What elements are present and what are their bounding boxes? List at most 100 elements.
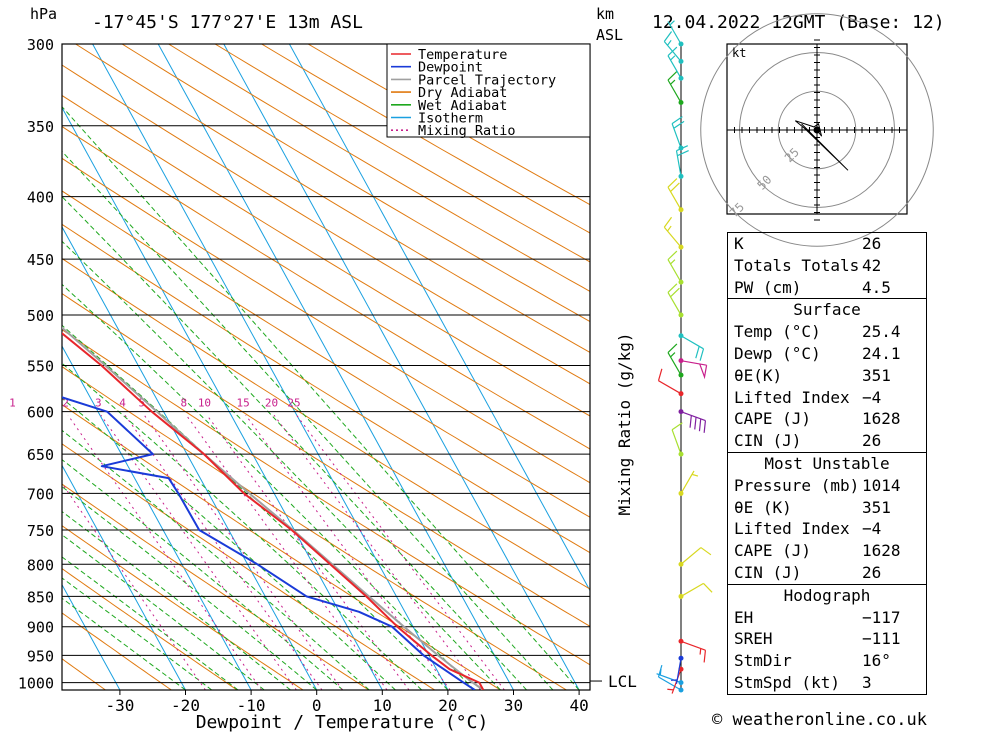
dry-adiabat-line bbox=[62, 443, 436, 690]
wind-barb bbox=[670, 658, 682, 684]
copyright-footer: © weatheronline.co.uk bbox=[712, 710, 927, 730]
wind-level-dot bbox=[678, 312, 684, 318]
stat-label: Pressure (mb) bbox=[734, 475, 860, 495]
mixing-ratio-label: 20 bbox=[265, 397, 278, 410]
x-axis-label: Dewpoint / Temperature (°C) bbox=[196, 712, 489, 733]
dewpoint-line bbox=[62, 396, 476, 690]
dry-adiabat-line bbox=[62, 329, 590, 666]
wind-level-dot bbox=[678, 593, 684, 599]
stats-panel: K 26 Totals Totals 42 PW (cm) 4.5 Surface T… bbox=[727, 232, 927, 695]
wind-level-dot bbox=[678, 655, 684, 661]
mixing-ratio-line bbox=[185, 414, 388, 690]
wet-adiabat-line bbox=[62, 534, 265, 690]
stat-value: 4.5 bbox=[862, 277, 891, 297]
isotherm-line bbox=[62, 225, 318, 690]
wet-adiabat-line bbox=[62, 105, 580, 690]
wind-level-dot bbox=[678, 358, 684, 364]
indices-box: K 26 Totals Totals 42 PW (cm) 4.5 bbox=[727, 232, 927, 300]
wind-barb bbox=[667, 178, 682, 210]
dry-adiabat-line bbox=[62, 483, 370, 690]
mixing-ratio-axis-label: Mixing Ratio (g/kg) bbox=[615, 332, 634, 515]
stat-label: CAPE (J) bbox=[734, 541, 812, 561]
wet-adiabat-line bbox=[62, 459, 344, 690]
dry-adiabat-line bbox=[62, 404, 501, 690]
pressure-tick-label: 900 bbox=[27, 619, 54, 637]
mixing-ratio-label: 10 bbox=[198, 397, 211, 410]
mixing-ratio-line bbox=[273, 414, 481, 690]
pressure-tick-label: 300 bbox=[27, 36, 54, 54]
stat-row: CIN (J) 26 bbox=[728, 430, 926, 452]
stat-label: θE (K) bbox=[734, 497, 792, 517]
wet-adiabat-line bbox=[62, 397, 396, 690]
stat-row: EH −117 bbox=[728, 607, 926, 629]
legend-box bbox=[386, 43, 591, 138]
wet-adiabat-line bbox=[62, 195, 527, 690]
pressure-tick-label: 650 bbox=[27, 446, 54, 464]
dry-adiabat-line bbox=[62, 64, 590, 385]
mixing-ratio-label: 4 bbox=[119, 397, 126, 410]
stat-row: SREH −111 bbox=[728, 628, 926, 650]
wind-barb bbox=[680, 640, 707, 663]
stat-value: −4 bbox=[862, 519, 882, 539]
mixing-ratio-line bbox=[245, 414, 451, 690]
lcl-label: LCL bbox=[608, 672, 637, 691]
dry-adiabat-line bbox=[62, 612, 172, 690]
temperature-tick-label: 10 bbox=[373, 696, 392, 715]
stat-value: 24.1 bbox=[862, 343, 901, 363]
wind-level-dot bbox=[678, 173, 684, 179]
wind-level-dot bbox=[678, 41, 684, 47]
wind-barb bbox=[663, 216, 682, 248]
wind-barb bbox=[667, 250, 682, 283]
wind-barb bbox=[675, 145, 689, 177]
wind-level-dot bbox=[678, 372, 684, 378]
mixing-ratio-label: 25 bbox=[287, 397, 300, 410]
stat-row: CIN (J) 26 bbox=[728, 562, 926, 584]
legend-label: Temperature bbox=[418, 47, 507, 63]
dry-adiabat-line bbox=[62, 292, 590, 627]
stat-value: 26 bbox=[862, 234, 882, 253]
pressure-tick-label: 700 bbox=[27, 485, 54, 503]
most-unstable-title: Most Unstable bbox=[764, 453, 890, 473]
stat-value: 1014 bbox=[862, 475, 901, 495]
temperature-tick-label: 20 bbox=[438, 696, 457, 715]
dry-adiabat-line bbox=[62, 257, 590, 590]
pressure-tick-label: 1000 bbox=[18, 675, 54, 693]
stat-value: 25.4 bbox=[862, 322, 901, 342]
legend-label: Dewpoint bbox=[418, 60, 483, 76]
hodograph-title: Hodograph bbox=[783, 585, 871, 605]
stat-row: K 26 bbox=[728, 233, 926, 255]
stat-row: θE(K) 351 bbox=[728, 365, 926, 387]
dry-adiabat-line bbox=[62, 125, 590, 450]
pressure-tick-label: 600 bbox=[27, 404, 54, 422]
hodograph-unit-label: kt bbox=[732, 46, 746, 60]
mixing-ratio-line bbox=[62, 482, 206, 690]
dry-adiabat-line bbox=[62, 190, 590, 518]
pressure-tick-label: 500 bbox=[27, 307, 54, 325]
legend-label: Wet Adiabat bbox=[418, 98, 507, 114]
stat-label: StmDir bbox=[734, 651, 792, 671]
wet-adiabat-line bbox=[62, 510, 291, 690]
wind-barb bbox=[667, 70, 682, 103]
temperature-tick-label: -30 bbox=[105, 696, 134, 715]
temperature-tick-label: 40 bbox=[569, 696, 588, 715]
stat-label: CIN (J) bbox=[734, 562, 802, 582]
wind-level-dot bbox=[678, 244, 684, 250]
wind-level-dot bbox=[678, 333, 684, 339]
stat-row: Pressure (mb) 1014 bbox=[728, 475, 926, 497]
dry-adiabat-line bbox=[261, 44, 590, 234]
stat-value: −117 bbox=[862, 607, 901, 627]
wet-adiabat-line bbox=[62, 283, 475, 690]
wind-barb bbox=[680, 582, 713, 597]
wind-level-dot bbox=[678, 75, 684, 81]
pressure-tick-label: 950 bbox=[27, 647, 54, 665]
plot-frame bbox=[61, 43, 591, 691]
dry-adiabat-line bbox=[62, 223, 590, 554]
stat-row: StmDir 16° bbox=[728, 650, 926, 672]
wind-level-dot bbox=[678, 145, 684, 151]
stat-row: Dewp (°C) 24.1 bbox=[728, 343, 926, 365]
hodograph-ring bbox=[700, 13, 934, 247]
stat-row: CAPE (J) 1628 bbox=[728, 540, 926, 562]
stat-label: PW (cm) bbox=[734, 277, 802, 297]
stat-row: Lifted Index −4 bbox=[728, 387, 926, 409]
